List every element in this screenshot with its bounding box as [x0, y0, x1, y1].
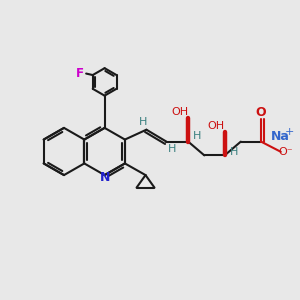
Text: O⁻: O⁻ [279, 147, 293, 158]
Text: H: H [230, 147, 238, 158]
Text: O: O [256, 106, 266, 119]
Text: H: H [168, 144, 177, 154]
Text: Na: Na [271, 130, 289, 143]
Text: H: H [193, 131, 201, 141]
Text: F: F [76, 67, 84, 80]
Text: +: + [285, 127, 294, 137]
Text: N: N [99, 171, 110, 184]
Text: H: H [139, 117, 147, 127]
Text: OH: OH [171, 107, 188, 117]
Text: OH: OH [208, 121, 225, 131]
